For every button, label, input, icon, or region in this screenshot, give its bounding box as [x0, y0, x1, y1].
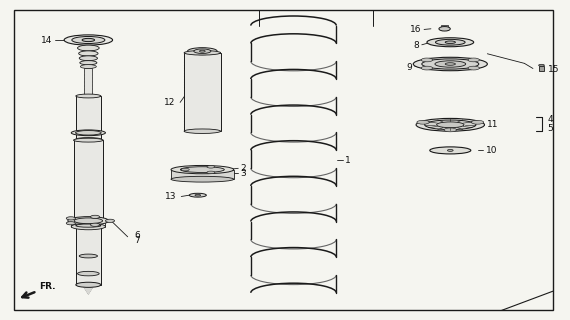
Ellipse shape	[425, 120, 476, 130]
Ellipse shape	[80, 65, 96, 68]
Ellipse shape	[445, 63, 455, 65]
Ellipse shape	[439, 27, 450, 31]
Ellipse shape	[421, 58, 433, 62]
Ellipse shape	[105, 219, 115, 222]
Bar	[74, 140, 103, 218]
Ellipse shape	[421, 66, 433, 70]
Ellipse shape	[416, 118, 484, 131]
Bar	[171, 170, 234, 179]
Text: 14: 14	[41, 36, 52, 44]
Ellipse shape	[75, 131, 101, 135]
Ellipse shape	[76, 138, 101, 141]
Ellipse shape	[184, 129, 221, 133]
Ellipse shape	[471, 120, 484, 124]
Text: 3: 3	[240, 169, 246, 178]
Ellipse shape	[64, 35, 112, 45]
Ellipse shape	[66, 217, 75, 220]
Ellipse shape	[539, 64, 544, 66]
Bar	[441, 25, 448, 30]
Bar	[184, 53, 221, 131]
Ellipse shape	[468, 66, 479, 70]
Text: 16: 16	[410, 25, 422, 34]
Ellipse shape	[447, 149, 453, 151]
Ellipse shape	[78, 45, 99, 51]
Ellipse shape	[200, 50, 205, 52]
Text: 1: 1	[345, 156, 351, 164]
Text: 10: 10	[486, 146, 498, 155]
Ellipse shape	[171, 176, 234, 182]
Ellipse shape	[79, 51, 98, 56]
Text: FR.: FR.	[39, 282, 55, 291]
Ellipse shape	[188, 48, 217, 55]
Text: 6: 6	[134, 231, 140, 240]
Ellipse shape	[71, 223, 105, 230]
Ellipse shape	[184, 51, 221, 55]
Ellipse shape	[74, 138, 103, 142]
Ellipse shape	[422, 59, 479, 69]
Ellipse shape	[76, 94, 101, 98]
Ellipse shape	[79, 254, 97, 258]
Ellipse shape	[435, 39, 465, 45]
Text: 8: 8	[413, 41, 419, 50]
Ellipse shape	[181, 168, 189, 171]
Ellipse shape	[444, 128, 457, 132]
Ellipse shape	[180, 167, 224, 172]
Ellipse shape	[435, 61, 466, 67]
Ellipse shape	[76, 224, 101, 227]
Ellipse shape	[417, 120, 429, 124]
Ellipse shape	[71, 130, 105, 136]
Ellipse shape	[195, 195, 201, 196]
Text: 5: 5	[547, 124, 553, 132]
Ellipse shape	[430, 147, 471, 154]
Bar	[539, 66, 544, 71]
Bar	[76, 96, 101, 139]
Ellipse shape	[437, 122, 464, 128]
Text: 12: 12	[164, 98, 176, 107]
Ellipse shape	[207, 171, 215, 174]
Ellipse shape	[91, 223, 100, 226]
Text: 15: 15	[548, 65, 560, 74]
Ellipse shape	[194, 49, 211, 53]
Ellipse shape	[91, 215, 100, 219]
Ellipse shape	[79, 56, 97, 61]
Ellipse shape	[207, 165, 215, 168]
Text: 7: 7	[134, 236, 140, 245]
Ellipse shape	[445, 41, 455, 44]
Text: 11: 11	[487, 120, 499, 129]
Ellipse shape	[82, 38, 95, 42]
Bar	[76, 226, 101, 285]
Ellipse shape	[78, 271, 99, 276]
Ellipse shape	[413, 57, 487, 71]
Ellipse shape	[68, 217, 109, 225]
Text: 4: 4	[547, 115, 553, 124]
Ellipse shape	[189, 193, 206, 197]
Ellipse shape	[66, 222, 75, 225]
Bar	[84, 68, 92, 96]
Ellipse shape	[80, 61, 97, 65]
Ellipse shape	[72, 36, 105, 44]
Ellipse shape	[468, 58, 479, 62]
Ellipse shape	[171, 165, 234, 174]
Text: 2: 2	[240, 164, 246, 172]
Ellipse shape	[427, 38, 474, 47]
Text: 13: 13	[165, 192, 177, 201]
Polygon shape	[83, 285, 94, 294]
Ellipse shape	[74, 218, 103, 224]
Text: 9: 9	[406, 63, 412, 72]
Ellipse shape	[76, 282, 101, 287]
